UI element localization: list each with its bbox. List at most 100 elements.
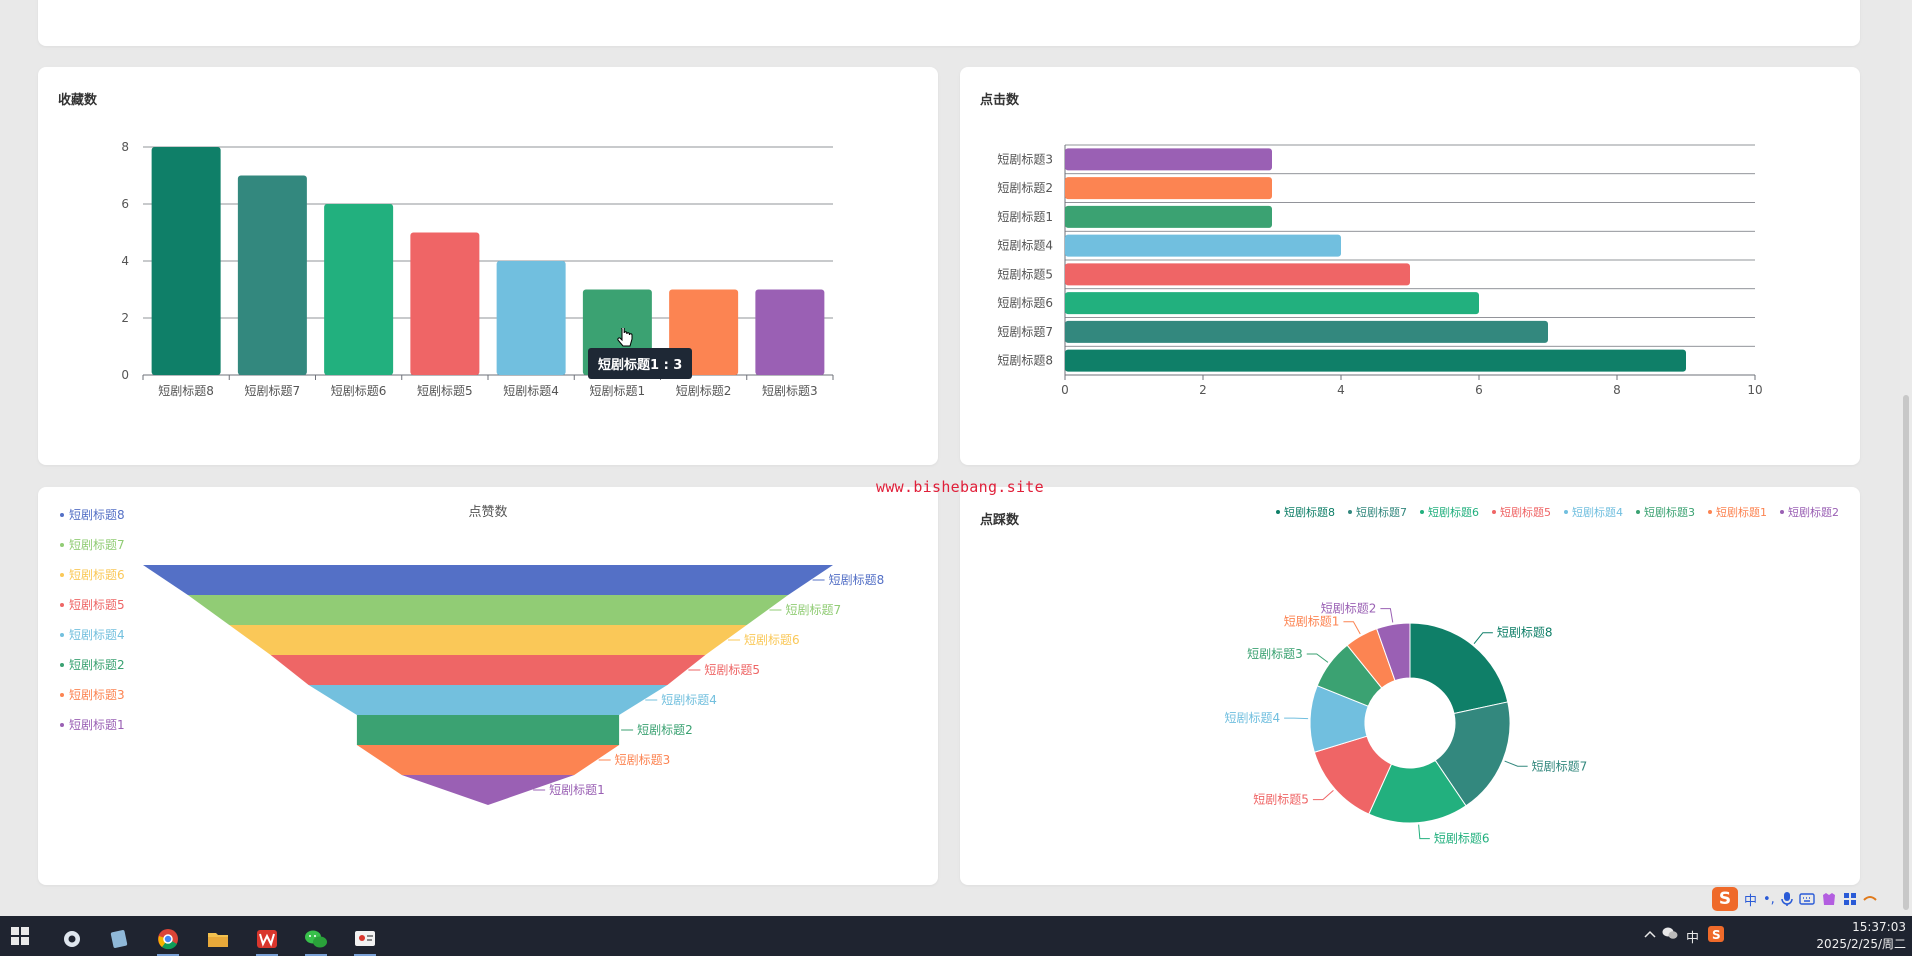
skin-icon[interactable]: [1821, 892, 1837, 906]
file-explorer-icon[interactable]: [201, 922, 235, 956]
bar-短剧标题7: [237, 175, 307, 375]
legend-item: 短剧标题8: [69, 508, 125, 522]
legend-marker: [1564, 510, 1568, 514]
tray-ime-label[interactable]: 中: [1686, 930, 1700, 945]
y-tick-label: 短剧标题2: [997, 181, 1053, 195]
y-tick-label: 6: [121, 197, 129, 211]
ime-shortcut-icon[interactable]: [1863, 894, 1877, 904]
bar-短剧标题6: [324, 204, 394, 375]
funnel-segment-短剧标题6: [229, 625, 747, 655]
bar-短剧标题3: [1065, 148, 1272, 171]
funnel-label: 短剧标题6: [744, 633, 800, 647]
y-tick-label: 短剧标题3: [997, 152, 1053, 166]
slice-leader-line: [1306, 653, 1329, 663]
ime-mode-label[interactable]: 中: [1744, 893, 1758, 909]
funnel-label: 短剧标题8: [829, 573, 885, 587]
bar-短剧标题7: [1065, 320, 1548, 343]
toolbox-icon[interactable]: [1843, 892, 1857, 906]
x-tick-label: 6: [1475, 383, 1483, 397]
legend-item: 短剧标题7: [1356, 505, 1407, 519]
legend-marker: [60, 573, 64, 577]
funnel-title: 点赞数: [468, 505, 507, 520]
funnel-segment-短剧标题7: [187, 595, 789, 625]
legend-item: 短剧标题7: [69, 538, 125, 552]
legend-marker: [60, 693, 64, 697]
x-tick-label: 4: [1337, 383, 1345, 397]
bar-短剧标题4: [496, 261, 566, 375]
legend-marker: [60, 663, 64, 667]
legend-marker: [1708, 510, 1712, 514]
legend-item: 短剧标题6: [1428, 505, 1479, 519]
favorites-bar-chart: 0 2 4 6 8 短剧标题8 短剧标题7 短剧标题6 短剧标题5 短剧标题4 短剧标题1 短剧标题2…: [121, 140, 834, 398]
funnel-label: 短剧标题7: [785, 603, 841, 617]
y-tick-label: 短剧标题1: [997, 210, 1053, 224]
wps-office-icon[interactable]: [250, 922, 284, 956]
microphone-icon[interactable]: [1781, 891, 1793, 907]
slice-leader-line: [1312, 790, 1334, 801]
sogou-ime-logo-icon[interactable]: S: [1712, 887, 1738, 911]
legend-item: 短剧标题6: [69, 568, 125, 582]
scrollbar-thumb[interactable]: [1903, 395, 1909, 910]
y-tick-label: 短剧标题8: [997, 354, 1053, 368]
dislikes-chart-card: 点踩数 短剧标题8 短剧标题7 短剧标题6 短剧标题5 短剧标题4 短剧标题3 短剧标题1 短…: [960, 487, 1860, 885]
windows-start-icon[interactable]: [10, 926, 30, 946]
legend-marker: [60, 633, 64, 637]
ime-punct-icon[interactable]: •,: [1763, 891, 1775, 907]
taskbar-clock[interactable]: 15:37:03 2025/2/25/周二: [1816, 919, 1906, 953]
slice-leader-line: [1504, 760, 1528, 767]
windows-taskbar: 中 S 15:37:03 2025/2/25/周二: [0, 916, 1912, 956]
x-tick-label: 短剧标题6: [331, 384, 387, 398]
x-tick-label: 短剧标题2: [676, 384, 732, 398]
likes-funnel-chart: 点赞数短剧标题8短剧标题7短剧标题6短剧标题5短剧标题4短剧标题2短剧标题3短剧…: [60, 505, 885, 805]
x-tick-label: 短剧标题1: [590, 384, 646, 398]
favorites-chart-title: 收藏数: [58, 92, 98, 107]
donut-slice-短剧标题2: [1376, 622, 1411, 682]
bar-短剧标题8: [151, 147, 221, 375]
likes-chart-card: 点赞数 短剧标题8 短剧标题7 短剧标题6 短剧标题5 短剧标题4 短剧标题2 短剧标题3 短剧…: [38, 487, 938, 885]
slice-leader-line: [1473, 632, 1493, 644]
funnel-label: 短剧标题2: [637, 723, 693, 737]
keyboard-icon[interactable]: [1799, 893, 1815, 905]
clock-date: 2025/2/25/周二: [1816, 937, 1906, 951]
slice-label: 短剧标题7: [1532, 759, 1588, 773]
settings-app-icon[interactable]: [55, 922, 89, 956]
slice-label: 短剧标题2: [1321, 602, 1377, 616]
page-scrollbar[interactable]: [1900, 0, 1912, 916]
notes-app-icon[interactable]: [102, 922, 136, 956]
x-tick-label: 10: [1747, 383, 1762, 397]
ime-toolbar[interactable]: S 中 •,: [1712, 886, 1877, 912]
tray-chevron-up-icon[interactable]: [1644, 927, 1656, 942]
bar-短剧标题8: [1065, 349, 1686, 372]
bar-短剧标题3: [755, 289, 825, 375]
chrome-icon[interactable]: [151, 922, 185, 956]
wechat-active-indicator: [305, 954, 327, 956]
slice-label: 短剧标题8: [1497, 626, 1553, 640]
slice-label: 短剧标题6: [1434, 832, 1490, 846]
legend-item: 短剧标题3: [1644, 505, 1695, 519]
funnel-segment-短剧标题1: [401, 775, 575, 805]
donut-slice-短剧标题7: [1434, 701, 1511, 807]
top-card-partial: [38, 0, 1860, 46]
funnel-segment-短剧标题3: [356, 745, 620, 775]
presenter-app-icon[interactable]: [348, 922, 382, 956]
tray-wechat-icon[interactable]: [1662, 926, 1678, 943]
clicks-bar-chart: 0 2 4 6 8 10 短剧标题3 短剧标题2 短剧标题1 短剧标题4 短剧标题5 短剧标题6 短剧标…: [997, 144, 1763, 397]
legend-marker: [1276, 510, 1280, 514]
wechat-icon[interactable]: [299, 922, 333, 956]
tray-sogou-icon[interactable]: S: [1708, 926, 1724, 945]
legend-item: 短剧标题1: [69, 718, 125, 732]
funnel-label: 短剧标题4: [661, 693, 717, 707]
legend-item: 短剧标题1: [1716, 505, 1767, 519]
y-tick-label: 短剧标题5: [997, 267, 1053, 281]
y-tick-label: 2: [121, 311, 129, 325]
funnel-label: 短剧标题1: [549, 783, 605, 797]
legend-item: 短剧标题2: [69, 658, 125, 672]
watermark-text: www.bishebang.site: [876, 478, 1044, 496]
slice-label: 短剧标题4: [1224, 711, 1280, 725]
x-tick-label: 2: [1199, 383, 1207, 397]
legend-marker: [60, 543, 64, 547]
x-tick-label: 8: [1613, 383, 1621, 397]
bar-短剧标题5: [1065, 263, 1410, 286]
slice-leader-line: [1284, 717, 1309, 720]
legend-item: 短剧标题4: [69, 628, 125, 642]
